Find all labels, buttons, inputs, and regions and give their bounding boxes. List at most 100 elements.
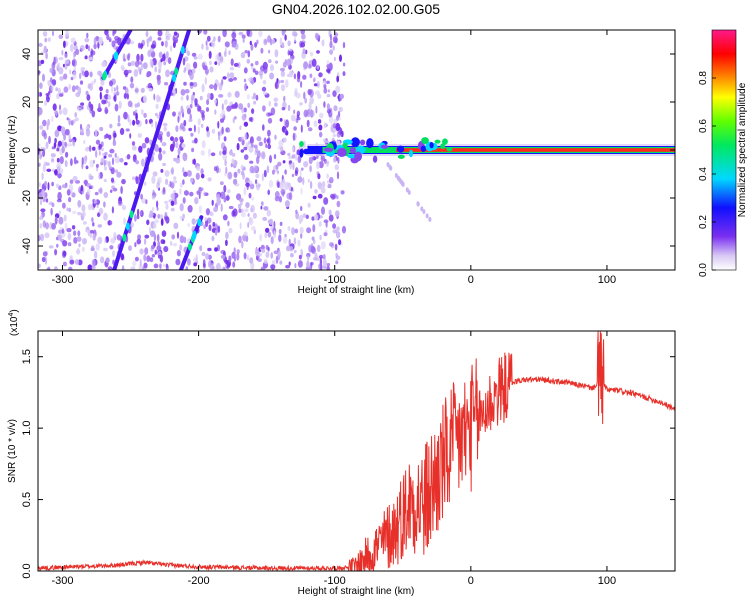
speckle-mark bbox=[151, 244, 155, 250]
speckle-mark bbox=[123, 58, 127, 62]
speckle-mark bbox=[156, 207, 159, 211]
speckle-mark bbox=[163, 126, 167, 132]
speckle-mark bbox=[67, 143, 73, 147]
speckle-mark bbox=[249, 160, 254, 164]
snr-frame bbox=[37, 330, 676, 572]
speckle-mark bbox=[328, 62, 333, 71]
speckle-mark bbox=[136, 208, 140, 217]
speckle-mark bbox=[231, 210, 235, 217]
speckle-mark bbox=[64, 53, 68, 59]
speckle-mark bbox=[301, 167, 304, 171]
speckle-mark bbox=[107, 160, 111, 168]
speckle-mark bbox=[165, 69, 170, 78]
speckle-mark bbox=[139, 248, 144, 255]
speckle-mark bbox=[39, 233, 45, 242]
band-blob bbox=[309, 148, 316, 153]
speckle-mark bbox=[54, 129, 60, 138]
speckle-mark bbox=[220, 78, 224, 86]
speckle-mark bbox=[250, 63, 254, 67]
bottom-y-tick-label: 1.5 bbox=[21, 349, 33, 364]
speckle-mark bbox=[109, 189, 113, 193]
speckle-mark bbox=[199, 245, 203, 252]
speckle-mark bbox=[273, 153, 277, 160]
speckle-mark bbox=[162, 239, 166, 244]
speckle-mark bbox=[143, 262, 148, 269]
speckle-mark bbox=[113, 87, 116, 92]
speckle-mark bbox=[197, 105, 202, 112]
speckle-mark bbox=[40, 59, 45, 64]
speckle-mark bbox=[197, 118, 201, 126]
speckle-mark bbox=[190, 177, 194, 183]
speckle-mark bbox=[244, 83, 248, 92]
speckle-mark bbox=[253, 100, 257, 105]
speckle-mark bbox=[238, 103, 244, 110]
speckle-mark bbox=[167, 57, 172, 64]
speckle-mark bbox=[59, 93, 64, 97]
speckle-mark bbox=[225, 231, 229, 240]
speckle-mark bbox=[311, 236, 315, 241]
speckle-mark bbox=[282, 236, 288, 244]
speckle-mark bbox=[280, 67, 285, 72]
speckle-mark bbox=[131, 141, 136, 146]
speckle-mark bbox=[44, 181, 48, 186]
speckle-mark bbox=[108, 220, 111, 226]
speckle-mark bbox=[158, 147, 162, 153]
speckle-mark bbox=[220, 203, 223, 212]
speckle-mark bbox=[219, 56, 224, 62]
tail-blob bbox=[416, 201, 420, 207]
speckle-mark bbox=[175, 125, 179, 132]
speckle-mark bbox=[326, 173, 329, 179]
speckle-mark bbox=[67, 233, 72, 241]
speckle-mark bbox=[116, 171, 122, 178]
speckle-mark bbox=[92, 222, 95, 227]
zero-band-core bbox=[395, 148, 675, 152]
speckle-mark bbox=[180, 89, 186, 96]
speckle-mark bbox=[206, 99, 210, 106]
speckle-mark bbox=[243, 187, 247, 196]
speckle-mark bbox=[170, 193, 176, 200]
speckle-mark bbox=[64, 160, 68, 168]
speckle-mark bbox=[59, 76, 64, 81]
speckle-mark bbox=[72, 175, 78, 182]
speckle-mark bbox=[255, 179, 258, 185]
speckle-mark bbox=[250, 204, 255, 213]
speckle-mark bbox=[293, 237, 297, 245]
speckle-mark bbox=[256, 156, 260, 165]
speckle-mark bbox=[107, 101, 111, 108]
speckle-mark bbox=[86, 183, 91, 188]
speckle-mark bbox=[47, 266, 51, 270]
speckle-mark bbox=[185, 62, 191, 71]
speckle-mark bbox=[332, 229, 338, 234]
speckle-mark bbox=[188, 127, 193, 132]
band-blob bbox=[396, 145, 405, 153]
speckle-mark bbox=[104, 151, 108, 156]
speckle-mark bbox=[266, 112, 271, 117]
speckle-mark bbox=[112, 250, 115, 257]
speckle-mark bbox=[209, 262, 214, 270]
speckle-mark bbox=[268, 49, 271, 54]
speckle-mark bbox=[58, 216, 64, 225]
speckle-mark bbox=[315, 105, 318, 114]
speckle-mark bbox=[293, 109, 296, 115]
speckle-mark bbox=[68, 196, 72, 203]
speckle-mark bbox=[89, 159, 95, 168]
band-blob bbox=[434, 139, 441, 144]
speckle-mark bbox=[98, 172, 101, 180]
speckle-mark bbox=[151, 175, 156, 184]
streak-peak bbox=[180, 46, 185, 55]
speckle-mark bbox=[54, 266, 58, 270]
speckle-mark bbox=[91, 110, 96, 118]
speckle-mark bbox=[123, 217, 126, 226]
speckle-mark bbox=[206, 126, 209, 132]
speckle-mark bbox=[247, 50, 251, 58]
speckle-mark bbox=[104, 237, 107, 244]
speckle-mark bbox=[229, 72, 235, 79]
colorbar-tick-label: 0.8 bbox=[698, 71, 709, 85]
speckle-mark bbox=[42, 149, 46, 158]
speckle-mark bbox=[329, 33, 333, 42]
speckle-mark bbox=[117, 200, 123, 206]
speckle-mark bbox=[51, 158, 55, 163]
speckle-mark bbox=[82, 221, 87, 225]
speckle-mark bbox=[130, 266, 136, 270]
speckle-mark bbox=[179, 203, 184, 212]
